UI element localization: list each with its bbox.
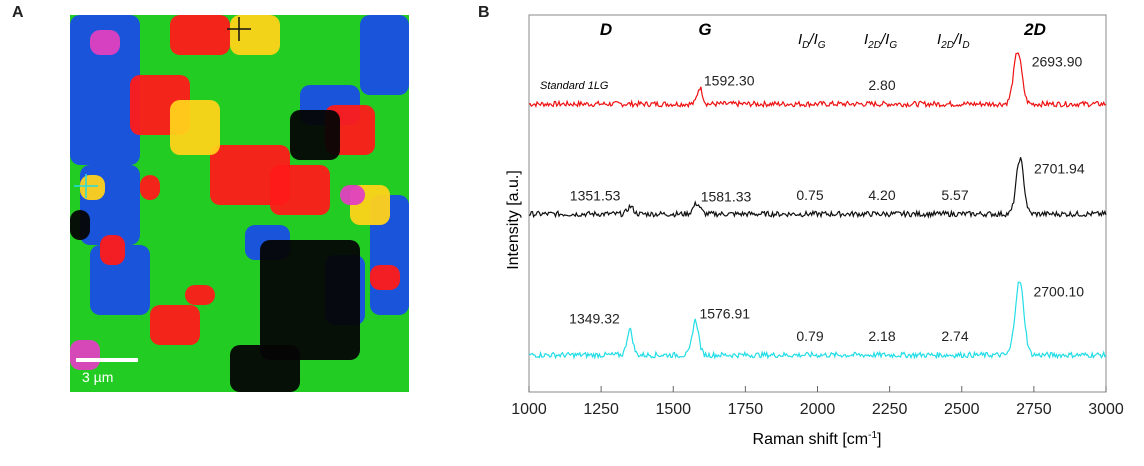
scale-bar-label: 3 µm <box>82 369 113 385</box>
panel-a-letter: A <box>12 4 24 21</box>
svg-text:ID/IG: ID/IG <box>798 31 826 51</box>
map-blob-red <box>140 175 160 200</box>
x-tick-label: 1500 <box>655 401 691 418</box>
scale-bar <box>76 358 138 362</box>
x-tick-label: 2750 <box>1016 401 1052 418</box>
spectrum-line <box>528 52 1107 109</box>
map-blob-yellow <box>170 100 220 155</box>
ratio-header-id-ig: ID/IG <box>798 31 826 51</box>
map-blob-red <box>370 265 400 290</box>
x-tick-label: 3000 <box>1088 401 1124 418</box>
peak-label: 2700.10 <box>1033 284 1084 300</box>
x-axis-label: Raman shift [cm-1] <box>753 430 882 448</box>
panel-b-letter: B <box>478 4 490 21</box>
map-blob-black <box>230 345 300 392</box>
x-tick-label: 2500 <box>944 401 980 418</box>
standard-1lg-label: Standard 1LG <box>540 80 609 92</box>
map-blob-blue <box>70 15 140 165</box>
map-blob-yellow <box>230 15 280 55</box>
x-axis-ticks: 1000 1250 1500 1750 2000 2250 2500 2750 3000 <box>511 386 1124 418</box>
spectrum-line <box>528 281 1107 360</box>
spectra-lines <box>528 52 1107 360</box>
x-tick-label: 1000 <box>511 401 547 418</box>
map-blob-black <box>70 210 90 240</box>
peak-label: 2701.94 <box>1034 161 1085 177</box>
header-d: D <box>600 20 612 39</box>
map-blob-blue <box>360 15 409 95</box>
ratio-value: 0.75 <box>796 187 823 203</box>
ratio-header-i2d-ig: I2D/IG <box>864 31 897 51</box>
peak-label: 1349.32 <box>569 311 620 327</box>
svg-text:I2D/IG: I2D/IG <box>864 31 897 51</box>
x-tick-label: 2000 <box>800 401 836 418</box>
peak-label: 2693.90 <box>1032 54 1083 70</box>
peak-labels: 1592.30 2693.90 1351.53 1581.33 2701.94 1349.… <box>569 54 1085 327</box>
map-blob-red <box>100 235 125 265</box>
ratio-value: 2.80 <box>868 77 895 93</box>
spectrum-line <box>528 157 1107 219</box>
ratio-values: 2.80 0.75 4.20 5.57 0.79 2.18 2.74 <box>796 77 968 344</box>
ratio-value: 4.20 <box>868 187 895 203</box>
svg-text:I2D/ID: I2D/ID <box>937 31 970 51</box>
header-g: G <box>698 20 711 39</box>
peak-label: 1592.30 <box>704 73 755 89</box>
x-tick-label: 1750 <box>728 401 764 418</box>
peak-label: 1576.91 <box>699 306 750 322</box>
cyan-crosshair-icon <box>74 174 98 198</box>
map-blobs <box>70 15 409 392</box>
map-blob-magenta <box>70 340 100 370</box>
y-axis-label: Intensity [a.u.] <box>505 170 522 270</box>
ratio-value: 0.79 <box>796 328 823 344</box>
header-2d: 2D <box>1023 20 1046 39</box>
black-crosshair-icon <box>227 17 251 41</box>
map-blob-red <box>185 285 215 305</box>
ratio-value: 2.74 <box>941 328 968 344</box>
ratio-value: 2.18 <box>868 328 895 344</box>
map-blob-red <box>150 305 200 345</box>
raman-map-image: 3 µm <box>70 15 409 392</box>
map-blob-red <box>270 165 330 215</box>
ratio-header-i2d-id: I2D/ID <box>937 31 970 51</box>
x-tick-label: 2250 <box>872 401 908 418</box>
peak-label: 1581.33 <box>701 189 752 205</box>
ratio-value: 5.57 <box>941 187 968 203</box>
peak-label: 1351.53 <box>570 188 621 204</box>
x-tick-label: 1250 <box>583 401 619 418</box>
map-blob-magenta <box>340 185 365 205</box>
map-blob-red <box>170 15 230 55</box>
map-blob-magenta <box>90 30 120 55</box>
map-blob-black <box>290 110 340 160</box>
map-blob-black <box>260 240 360 360</box>
